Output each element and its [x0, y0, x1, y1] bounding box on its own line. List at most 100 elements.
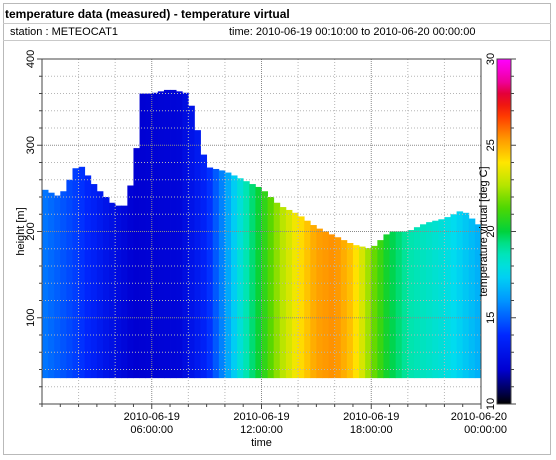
heatmap-column: [310, 225, 317, 379]
heatmap-column: [304, 220, 311, 379]
heatmap-column: [96, 191, 104, 379]
heatmap-column: [163, 89, 171, 379]
time-range-label: time: 2010-06-19 00:10:00 to 2010-06-20 …: [229, 26, 476, 38]
x-tick-label-time: 18:00:00: [350, 424, 393, 436]
heatmap-column: [109, 202, 116, 379]
colorbar-axis: 10 15 20 25 30: [485, 53, 516, 410]
heatmap-column: [261, 191, 268, 379]
heatmap-column: [340, 240, 348, 379]
heatmap-column: [237, 178, 244, 379]
x-tick-label-date: 2010-06-19: [124, 411, 180, 423]
heatmap-column: [42, 189, 49, 379]
heatmap-column: [291, 212, 299, 379]
heatmap-column: [267, 197, 275, 379]
heatmap-column: [407, 230, 415, 379]
heatmap-column: [231, 175, 238, 379]
chart-title: temperature data (measured) - temperatur…: [5, 7, 290, 21]
grid-lines: [42, 59, 481, 404]
heatmap-column: [474, 224, 482, 379]
heatmap-column: [444, 217, 451, 379]
heatmap-column: [139, 93, 147, 379]
heatmap-column: [151, 92, 159, 379]
heatmap-column: [102, 197, 110, 379]
heatmap-column: [359, 246, 366, 379]
heatmap-column: [243, 181, 250, 379]
heatmap-column: [371, 245, 378, 379]
y-tick-label: 300: [25, 136, 37, 154]
heatmap-column: [456, 211, 464, 379]
y-tick-label: 100: [25, 309, 37, 327]
colorbar-tick-label: 30: [485, 53, 497, 65]
heatmap-column: [438, 219, 445, 379]
heatmap-column: [182, 92, 189, 379]
heatmap-column: [395, 231, 403, 379]
colorbar-tick-label: 15: [485, 312, 497, 324]
x-tick-label-time: 00:00:00: [464, 424, 507, 436]
heatmap-column: [285, 209, 293, 379]
heatmap-column: [298, 216, 305, 379]
heatmap-column: [48, 192, 55, 379]
y-tick-label: 400: [25, 50, 37, 68]
heatmap-column: [145, 93, 153, 379]
heatmap-column: [383, 234, 390, 379]
heatmap-column: [90, 184, 98, 379]
y-tick-label: 200: [25, 222, 37, 240]
heatmap-column: [365, 248, 372, 379]
heatmap-column: [316, 228, 323, 379]
colorbar: [496, 58, 512, 405]
heatmap-column: [133, 148, 140, 379]
heatmap-column: [121, 205, 128, 379]
heatmap-column: [346, 243, 354, 379]
y-axis-label: height [m]: [15, 207, 27, 255]
heatmap-column: [322, 231, 329, 379]
heatmap-column: [450, 214, 458, 379]
heatmap-column: [468, 218, 476, 379]
info-divider: [3, 40, 551, 41]
heatmap-column: [420, 224, 427, 379]
heatmap-column: [413, 227, 421, 379]
heatmap-column: [188, 105, 195, 379]
heatmap-column: [462, 212, 470, 379]
colorbar-tick-label: 10: [485, 398, 497, 410]
heatmap-column: [84, 175, 92, 379]
heatmap-column: [279, 207, 287, 379]
heatmap-column: [170, 89, 177, 379]
heatmap-column: [224, 172, 232, 379]
heatmap-column: [334, 237, 342, 379]
heatmap-column: [212, 168, 220, 379]
heatmap-column: [432, 220, 439, 379]
x-tick-label-date: 2010-06-19: [343, 411, 399, 423]
heatmap-column: [401, 231, 409, 379]
station-label: station : METEOCAT1: [10, 26, 118, 38]
heatmap-column: [127, 185, 134, 379]
x-axis-label: time: [251, 437, 272, 449]
heatmap-column: [328, 234, 336, 379]
heatmap-column: [115, 205, 122, 379]
heatmap-column: [352, 245, 360, 379]
x-tick-label-date: 2010-06-19: [233, 411, 289, 423]
title-divider: [3, 23, 551, 24]
heatmap-column: [176, 91, 183, 379]
heatmap-column: [54, 195, 61, 379]
heatmap-column: [218, 170, 226, 379]
heatmap-column: [255, 186, 262, 379]
x-tick-label-date: 2010-06-20: [451, 411, 507, 423]
heatmap-column: [200, 154, 208, 379]
x-tick-label-time: 12:00:00: [240, 424, 283, 436]
x-axis: 2010-06-1906:00:002010-06-1912:00:002010…: [41, 404, 507, 436]
heatmap-cells: [42, 89, 482, 379]
colorbar-tick-label: 20: [485, 225, 497, 237]
x-tick-label-time: 06:00:00: [130, 424, 173, 436]
y-axis: 100 200 300 400: [25, 50, 42, 405]
heatmap-column: [157, 91, 165, 379]
heatmap-column: [66, 179, 73, 379]
heatmap-column: [389, 231, 397, 379]
heatmap-column: [377, 240, 384, 379]
heatmap-column: [78, 166, 86, 379]
colorbar-tick-label: 25: [485, 139, 497, 151]
heatmap-column: [273, 202, 281, 379]
colorbar-label: temperature virtual [deg C]: [478, 166, 490, 296]
heatmap-column: [60, 191, 67, 379]
heatmap-column: [72, 168, 79, 379]
